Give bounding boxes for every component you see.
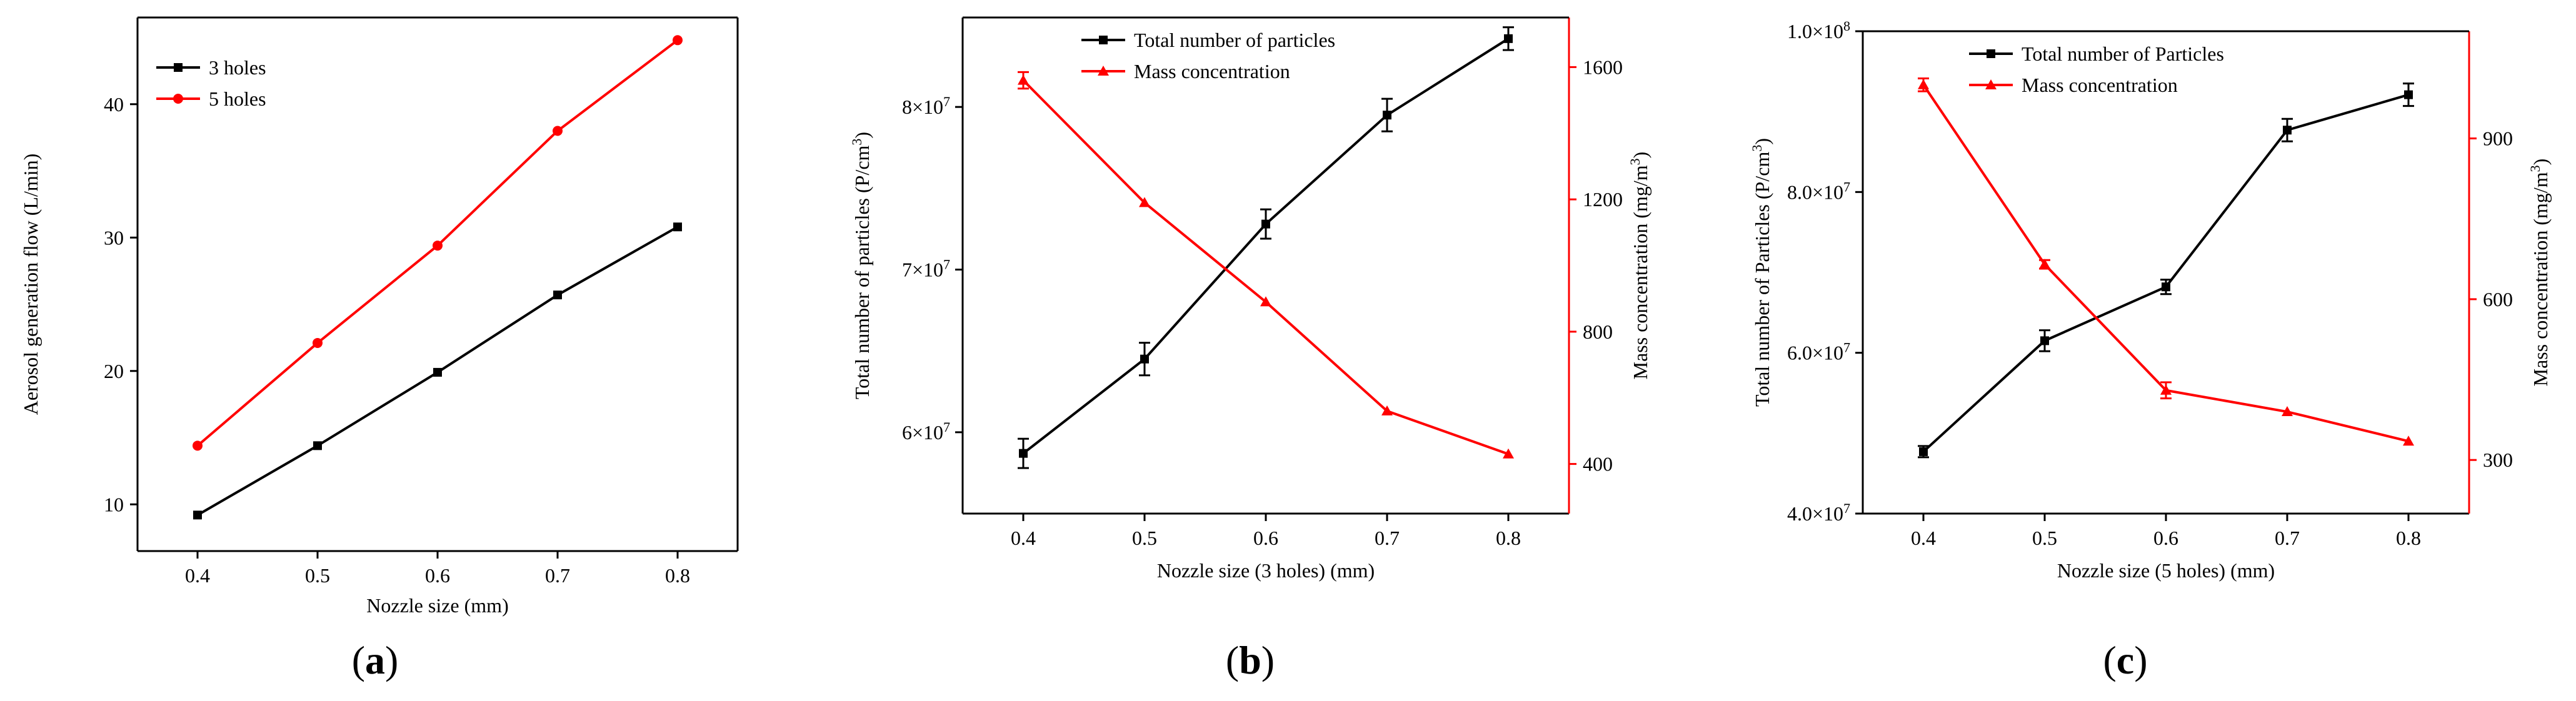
y-tick-label: 40: [104, 93, 124, 116]
panel-label: (a): [352, 638, 399, 682]
legend-label: Mass concentration: [1134, 60, 1290, 82]
x-tick-label: 0.5: [1132, 527, 1157, 549]
y-axis-label-left: Total number of particles (P/cm3): [849, 132, 874, 399]
data-point: [2162, 282, 2170, 292]
data-point: [2040, 336, 2049, 346]
data-point: [1261, 219, 1270, 229]
y-tick-label: 6.0×107: [1787, 339, 1850, 364]
y-tick-label: 7×107: [902, 256, 950, 281]
x-axis-label: Nozzle size (mm): [366, 594, 508, 617]
data-point: [1383, 111, 1391, 120]
x-tick-label: 0.7: [2275, 527, 2300, 549]
data-point: [1918, 79, 1929, 89]
data-point: [313, 441, 322, 450]
y-tick-label: 10: [104, 493, 124, 515]
y-right-tick-label: 1600: [1583, 56, 1623, 78]
legend-label: Total number of Particles: [2022, 42, 2224, 65]
legend-label: Mass concentration: [2022, 74, 2178, 96]
series-line-0: [1022, 37, 1510, 455]
y-axis-label-left: Total number of Particles (P/cm3): [1749, 138, 1774, 407]
x-tick-label: 0.6: [2153, 527, 2178, 549]
data-point: [2403, 435, 2414, 446]
data-point: [193, 510, 202, 520]
chart-panel-b: 0.4 0.5 0.6 0.7 0.8 Nozzle size (3 holes) (mm…: [849, 16, 1652, 682]
legend-label: 5 holes: [209, 87, 266, 110]
data-point: [1919, 447, 1928, 456]
y-right-tick-label: 400: [1583, 453, 1613, 475]
legend-label: 3 holes: [209, 56, 266, 79]
legend-marker: [174, 63, 183, 72]
y-axis-label-right: Mass concentration (mg/m3): [1627, 152, 1652, 380]
chart-panel-c: 0.4 0.5 0.6 0.7 0.8 Nozzle size (5 holes) (mm…: [1749, 18, 2552, 683]
data-point: [1503, 448, 1514, 459]
legend-label: Total number of particles: [1134, 29, 1335, 51]
data-point: [2160, 384, 2172, 395]
x-tick-label: 0.8: [1496, 527, 1521, 549]
x-tick-label: 0.6: [425, 564, 450, 587]
x-tick-label: 0.4: [1011, 527, 1036, 549]
data-point: [193, 440, 203, 451]
x-tick-label: 0.4: [1911, 527, 1936, 549]
x-axis-label: Nozzle size (5 holes) (mm): [2057, 559, 2275, 582]
y-right-tick-label: 1200: [1583, 188, 1623, 211]
y-tick-label: 20: [104, 360, 124, 382]
data-point: [433, 367, 442, 377]
legend-marker: [1985, 79, 1997, 89]
legend-marker: [1098, 66, 1109, 76]
x-tick-label: 0.6: [1253, 527, 1278, 549]
data-point: [313, 337, 323, 348]
legend-marker: [1987, 49, 1995, 58]
y-tick-label: 8.0×107: [1787, 179, 1850, 204]
data-point: [1139, 197, 1150, 207]
data-point: [2404, 90, 2413, 99]
data-point: [1381, 405, 1393, 415]
x-axis-label: Nozzle size (3 holes) (mm): [1157, 559, 1375, 582]
panel-label: (b): [1226, 638, 1275, 682]
y-tick-label: 8×107: [902, 94, 950, 119]
data-point: [553, 291, 562, 300]
legend-marker: [1099, 36, 1108, 44]
x-tick-label: 0.8: [665, 564, 690, 587]
data-point: [2283, 126, 2292, 135]
y-axis-label: Aerosol generation flow (L/min): [19, 154, 42, 415]
data-point: [2039, 259, 2050, 269]
y-axis-label-right: Mass concentration (mg/m3): [2527, 159, 2552, 387]
data-point: [1018, 74, 1029, 85]
y-tick-label: 30: [104, 226, 124, 249]
data-point: [1140, 354, 1149, 364]
data-point: [1019, 449, 1028, 458]
data-point: [433, 241, 443, 251]
y-right-tick-label: 900: [2483, 127, 2513, 150]
y-tick-label: 6×107: [902, 419, 950, 444]
x-tick-label: 0.8: [2396, 527, 2421, 549]
data-point: [2282, 406, 2293, 417]
x-tick-label: 0.4: [185, 564, 210, 587]
x-tick-label: 0.5: [305, 564, 330, 587]
y-tick-label: 1.0×108: [1787, 18, 1850, 43]
data-point: [673, 222, 682, 232]
y-right-tick-label: 600: [2483, 288, 2513, 311]
data-point: [673, 35, 683, 46]
legend-marker: [173, 94, 183, 104]
data-point: [1504, 34, 1513, 43]
x-tick-label: 0.7: [1375, 527, 1400, 549]
y-tick-label: 4.0×107: [1787, 500, 1850, 525]
panel-label: (c): [2103, 638, 2147, 682]
data-point: [553, 126, 563, 136]
data-point: [1260, 296, 1271, 307]
x-tick-label: 0.5: [2032, 527, 2057, 549]
y-right-tick-label: 300: [2483, 449, 2513, 471]
y-right-tick-label: 800: [1583, 321, 1613, 343]
chart-panel-a: 0.4 0.5 0.6 0.7 0.8 Nozzle size (mm) 10 20 30 40 A…: [19, 16, 739, 682]
x-tick-label: 0.7: [545, 564, 570, 587]
